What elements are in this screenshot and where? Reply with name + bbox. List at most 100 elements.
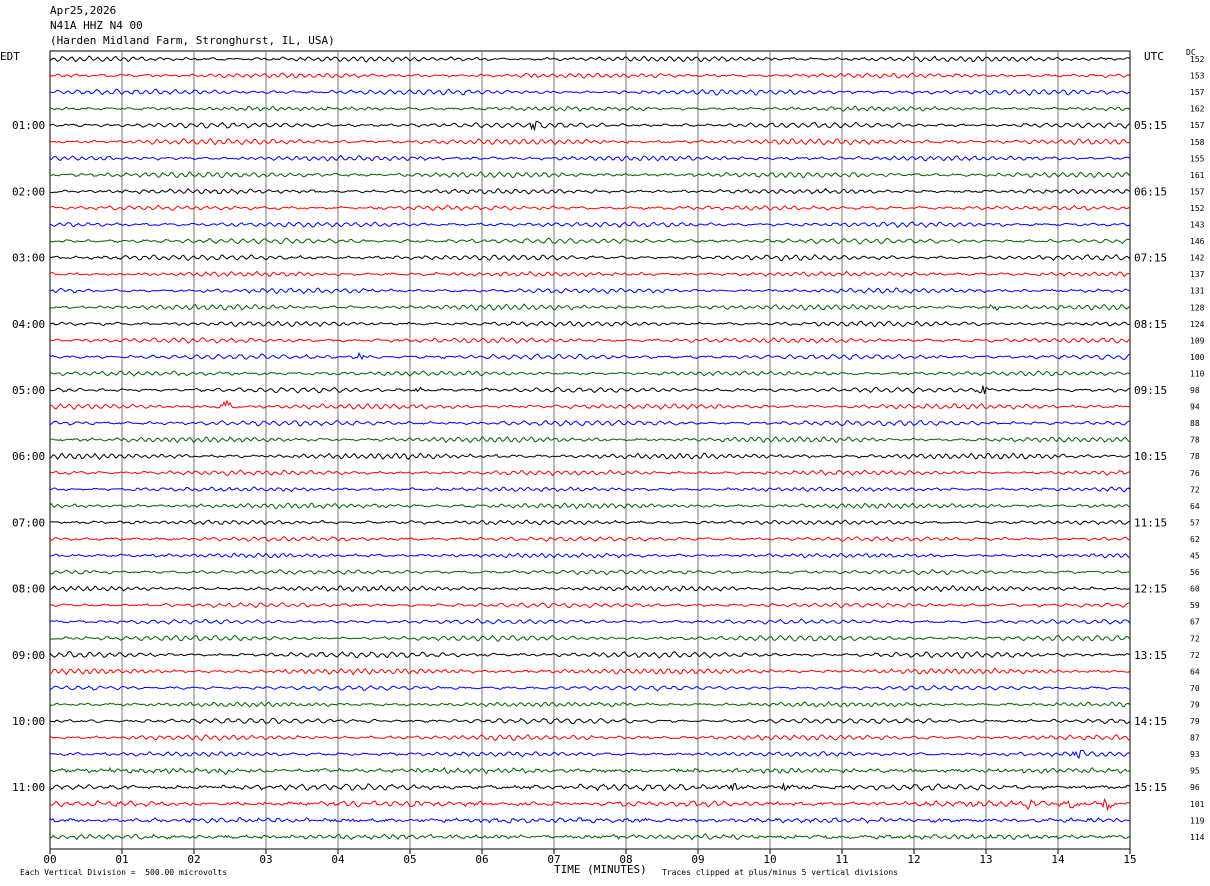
left-timezone-label: EDT xyxy=(0,50,20,63)
right-hour-label: 08:15 xyxy=(1134,318,1167,331)
dc-offset-label: 155 xyxy=(1190,154,1205,163)
dc-offset-label: 60 xyxy=(1190,585,1200,594)
seismic-trace-29 xyxy=(50,519,1131,526)
x-tick-label: 07 xyxy=(547,853,560,866)
dc-offset-label: 152 xyxy=(1190,55,1205,64)
right-hour-label: 10:15 xyxy=(1134,450,1167,463)
dc-offset-label: 67 xyxy=(1190,618,1200,627)
dc-offset-label: 87 xyxy=(1190,734,1200,743)
right-hour-label: 07:15 xyxy=(1134,252,1167,265)
x-tick-label: 12 xyxy=(907,853,920,866)
seismic-trace-43 xyxy=(49,749,1131,759)
right-timezone-label: UTC xyxy=(1144,50,1164,63)
seismic-trace-48 xyxy=(50,833,1131,841)
right-hour-label: 05:15 xyxy=(1134,119,1167,132)
seismic-trace-31 xyxy=(49,552,1131,559)
seismic-trace-26 xyxy=(49,469,1131,477)
seismic-trace-39 xyxy=(49,685,1131,692)
x-tick-label: 09 xyxy=(691,853,704,866)
x-tick-label: 04 xyxy=(331,853,345,866)
dc-offset-label: 124 xyxy=(1190,320,1205,329)
dc-offset-label: 137 xyxy=(1190,270,1205,279)
vertical-scale-note: Each Vertical Division = 500.00 microvol… xyxy=(20,868,228,877)
x-tick-label: 03 xyxy=(259,853,272,866)
seismic-trace-33 xyxy=(49,584,1131,593)
dc-offset-label: 157 xyxy=(1190,88,1205,97)
seismic-trace-8 xyxy=(49,171,1131,179)
dc-offset-label: 72 xyxy=(1190,634,1200,643)
x-tick-label: 02 xyxy=(187,853,200,866)
left-hour-label: 02:00 xyxy=(12,185,45,198)
seismic-trace-42 xyxy=(49,734,1131,742)
right-hour-label: 09:15 xyxy=(1134,384,1167,397)
dc-offset-label: 161 xyxy=(1190,171,1205,180)
dc-offset-label: 119 xyxy=(1190,816,1205,825)
right-hour-label: 11:15 xyxy=(1134,516,1167,529)
dc-offset-label: 64 xyxy=(1190,502,1200,511)
seismic-trace-1 xyxy=(49,55,1131,63)
left-hour-label: 09:00 xyxy=(12,649,45,662)
dc-offset-label: 100 xyxy=(1190,353,1205,362)
seismic-trace-45 xyxy=(49,781,1131,792)
dc-offset-label: 94 xyxy=(1190,403,1200,412)
seismic-trace-11 xyxy=(49,221,1131,229)
dc-offset-label: 45 xyxy=(1190,552,1200,561)
seismic-trace-38 xyxy=(49,667,1131,676)
seismic-trace-30 xyxy=(49,535,1130,542)
seismic-trace-16 xyxy=(49,303,1131,311)
x-tick-label: 10 xyxy=(763,853,776,866)
dc-offset-label: 114 xyxy=(1190,833,1205,842)
dc-offset-label: 78 xyxy=(1190,436,1200,445)
seismic-trace-28 xyxy=(49,502,1131,510)
x-tick-label: 08 xyxy=(619,853,632,866)
dc-offset-label: 76 xyxy=(1190,469,1200,478)
x-tick-label: 13 xyxy=(979,853,992,866)
seismic-trace-13 xyxy=(49,253,1131,262)
dc-offset-label: 72 xyxy=(1190,485,1200,494)
seismic-trace-23 xyxy=(49,419,1131,427)
dc-offset-label: 143 xyxy=(1190,221,1205,230)
left-hour-label: 08:00 xyxy=(12,583,45,596)
dc-offset-label: 157 xyxy=(1190,121,1205,130)
clipping-note: Traces clipped at plus/minus 5 vertical … xyxy=(662,868,899,877)
seismic-trace-7 xyxy=(49,154,1131,162)
seismic-trace-41 xyxy=(49,717,1131,725)
x-tick-label: 00 xyxy=(43,853,56,866)
dc-offset-label: 79 xyxy=(1190,700,1200,709)
dc-offset-label: 64 xyxy=(1190,667,1200,676)
dc-offset-label: 93 xyxy=(1190,750,1200,759)
left-hour-label: 01:00 xyxy=(12,119,45,132)
dc-offset-label: 57 xyxy=(1190,518,1200,527)
seismic-trace-4 xyxy=(49,105,1131,112)
dc-offset-label: 128 xyxy=(1190,303,1205,312)
dc-offset-label: 56 xyxy=(1190,568,1200,577)
left-hour-label: 11:00 xyxy=(12,781,45,794)
seismic-trace-32 xyxy=(49,568,1131,576)
plot-frame xyxy=(49,50,1131,850)
seismic-trace-35 xyxy=(49,618,1131,625)
seismic-trace-47 xyxy=(49,816,1130,824)
dc-offset-label: 109 xyxy=(1190,336,1205,345)
x-tick-label: 05 xyxy=(403,853,416,866)
plot-date: Apr25,2026 xyxy=(50,4,117,17)
x-tick-label: 01 xyxy=(115,853,128,866)
seismic-trace-21 xyxy=(49,385,1131,395)
x-tick-label: 11 xyxy=(835,853,848,866)
dc-offset-label: 152 xyxy=(1190,204,1205,213)
dc-offset-label: 158 xyxy=(1190,138,1205,147)
seismic-trace-10 xyxy=(49,204,1131,211)
right-hour-label: 15:15 xyxy=(1134,781,1167,794)
dc-offset-label: 153 xyxy=(1190,72,1205,81)
seismic-trace-20 xyxy=(49,370,1131,377)
dc-offset-label: 101 xyxy=(1190,800,1205,809)
dc-offset-label: 95 xyxy=(1190,767,1200,776)
left-hour-label: 10:00 xyxy=(12,715,45,728)
seismic-trace-34 xyxy=(49,602,1131,609)
seismic-trace-25 xyxy=(49,452,1131,461)
dc-offset-label: 62 xyxy=(1190,535,1200,544)
dc-offset-label: 162 xyxy=(1190,105,1205,114)
station-id: N41A HHZ N4 00 xyxy=(50,19,143,32)
left-hour-label: 04:00 xyxy=(12,318,45,331)
seismic-trace-14 xyxy=(49,270,1131,278)
